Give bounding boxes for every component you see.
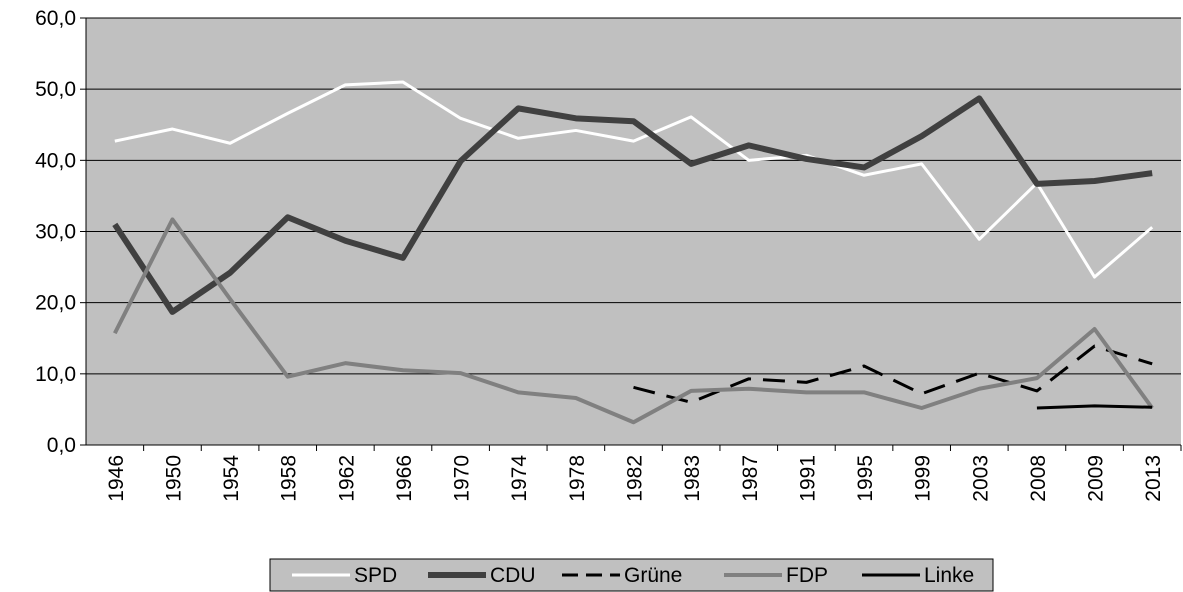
y-tick-label: 60,0 [35, 7, 76, 30]
y-tick-label: 20,0 [35, 292, 76, 315]
x-tick-label: 2008 [1027, 455, 1050, 502]
x-tick-label: 1978 [566, 455, 589, 502]
x-tick-label: 2013 [1142, 455, 1165, 502]
x-tick-label: 2003 [969, 455, 992, 502]
x-tick-label: 1958 [278, 455, 301, 502]
x-tick-label: 1974 [508, 455, 531, 502]
y-tick-label: 0,0 [47, 434, 76, 457]
x-tick-label: 1962 [335, 455, 358, 502]
x-tick-label: 1982 [624, 455, 647, 502]
x-tick-label: 1954 [220, 455, 243, 502]
series-line [112, 95, 1153, 315]
x-tick-label: 1966 [393, 455, 416, 502]
y-tick-label: 40,0 [35, 149, 76, 172]
x-tick-label: 1995 [854, 455, 877, 502]
legend-label: Linke [924, 564, 974, 587]
y-tick-label: 50,0 [35, 78, 76, 101]
x-tick-label: 1970 [451, 455, 474, 502]
y-tick-label: 10,0 [35, 363, 76, 386]
x-tick-label: 1983 [681, 455, 704, 502]
legend: SPD CDU Grüne FDP Linke [269, 558, 994, 592]
x-tick-label: 1991 [796, 455, 819, 502]
series-line [633, 344, 1153, 404]
x-tick-label: 1946 [105, 455, 128, 502]
series-line [1036, 404, 1153, 410]
x-tick-label: 1999 [912, 455, 935, 502]
y-tick-label: 30,0 [35, 221, 76, 244]
x-tick-label: 1987 [739, 455, 762, 502]
series-line [113, 217, 1154, 425]
legend-label: FDP [786, 564, 828, 587]
legend-label: CDU [490, 564, 536, 587]
legend-label: Grüne [624, 564, 682, 587]
series-line [114, 80, 1154, 279]
x-tick-label: 1950 [162, 455, 185, 502]
legend-label: SPD [354, 564, 397, 587]
x-tick-label: 2009 [1085, 455, 1108, 502]
